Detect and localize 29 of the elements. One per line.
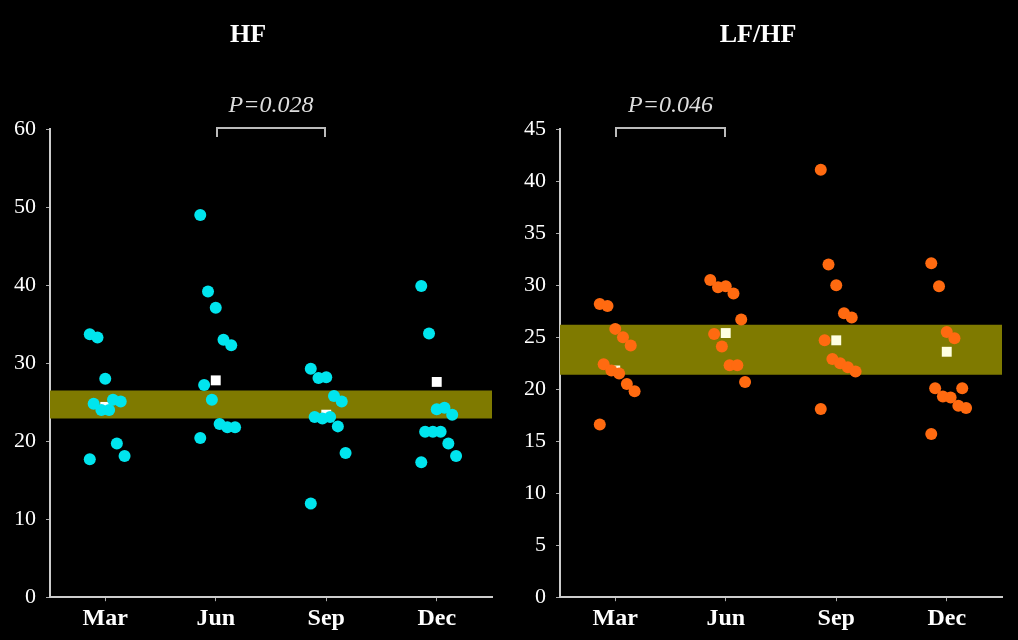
text: P=0.046 [628, 91, 713, 118]
y-tick-label: 10 [14, 504, 36, 530]
chart-title: HF [229, 19, 267, 49]
y-tick-label: 40 [524, 166, 546, 192]
x-tick-label: Sep [307, 603, 345, 630]
y-tick-label: 50 [14, 192, 36, 218]
x-tick-label: Mar [592, 603, 639, 630]
x-tick-label: Mar [82, 603, 129, 630]
y-tick-label: 25 [524, 322, 546, 348]
y-tick-label: 10 [524, 478, 546, 504]
x-tick-label: Dec [417, 603, 457, 630]
text: P=0.028 [228, 91, 314, 118]
x-tick-label: Jun [196, 603, 236, 630]
chart-title: LF/HF [719, 19, 797, 49]
x-tick-label: Sep [817, 603, 855, 630]
x-tick-label: Jun [706, 603, 746, 630]
y-tick-label: 45 [524, 114, 546, 140]
y-tick-label: 30 [14, 348, 36, 374]
y-tick-label: 15 [524, 426, 546, 452]
y-tick-label: 60 [14, 114, 36, 140]
x-tick-label: Dec [927, 603, 967, 630]
y-tick-label: 0 [535, 582, 546, 608]
y-tick-label: 20 [14, 426, 36, 452]
y-tick-label: 30 [524, 270, 546, 296]
y-tick-label: 20 [524, 374, 546, 400]
y-tick-label: 35 [524, 218, 546, 244]
y-tick-label: 0 [25, 582, 36, 608]
y-tick-label: 40 [14, 270, 36, 296]
y-tick-label: 5 [535, 530, 546, 556]
